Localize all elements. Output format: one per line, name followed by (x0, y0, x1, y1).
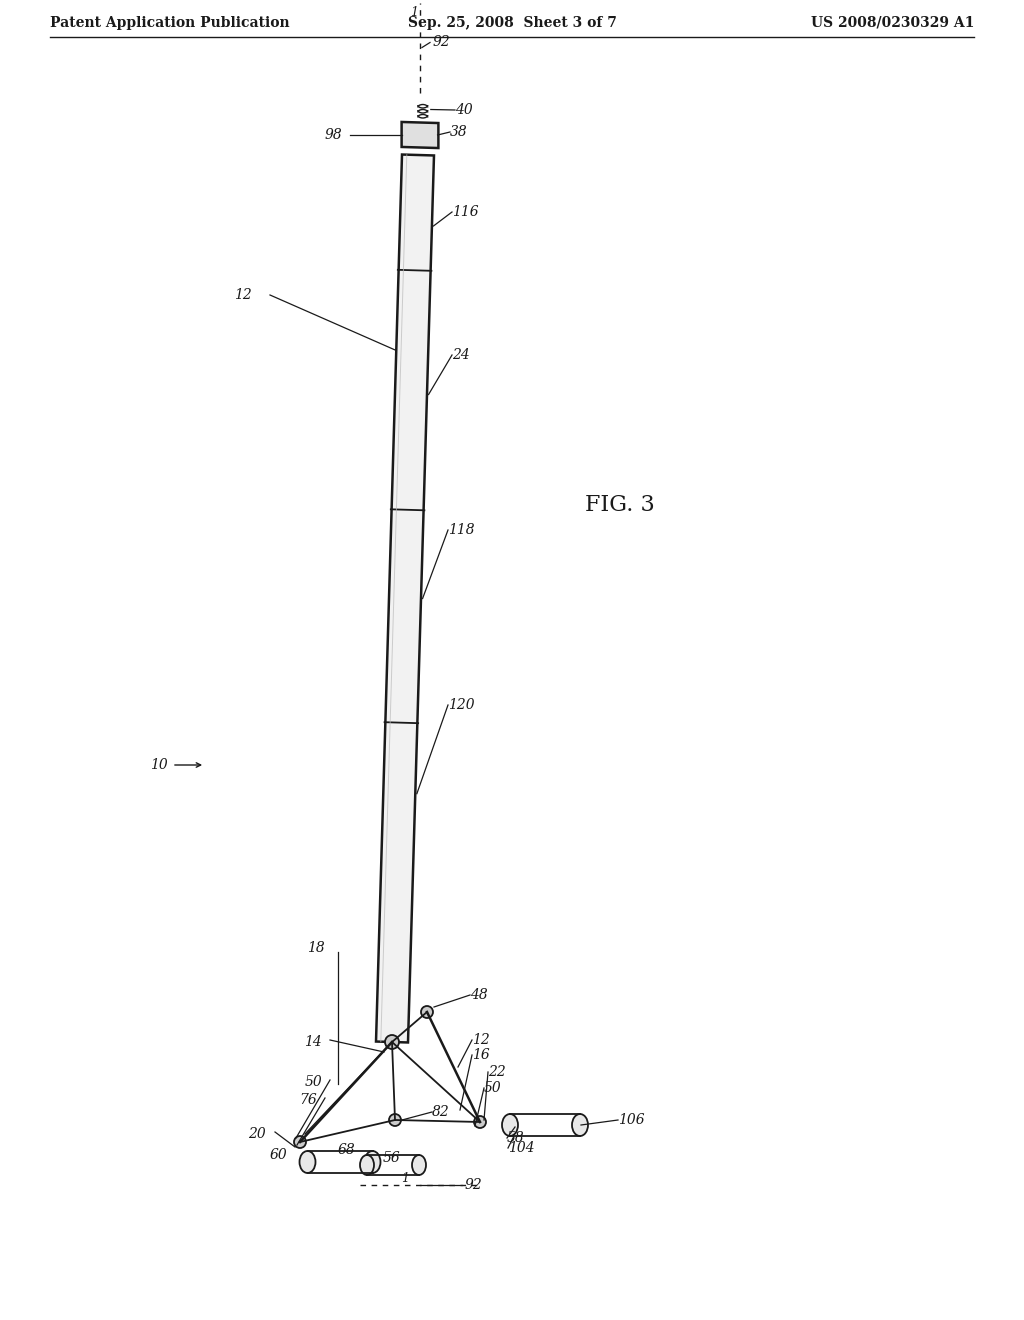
Text: 40: 40 (455, 103, 473, 117)
Ellipse shape (502, 1114, 518, 1137)
Text: 58: 58 (507, 1131, 524, 1144)
Circle shape (389, 1114, 401, 1126)
Text: 118: 118 (449, 523, 475, 537)
Polygon shape (376, 154, 434, 1043)
Circle shape (474, 1115, 486, 1129)
Text: 98: 98 (325, 128, 342, 143)
Circle shape (385, 1035, 399, 1049)
Text: 22: 22 (488, 1065, 506, 1078)
Text: 68: 68 (337, 1143, 355, 1158)
Text: Patent Application Publication: Patent Application Publication (50, 16, 290, 30)
Text: 92: 92 (465, 1177, 482, 1192)
Text: 12: 12 (234, 288, 252, 302)
Text: 12: 12 (472, 1034, 489, 1047)
Ellipse shape (299, 1151, 315, 1173)
Text: 92: 92 (433, 36, 451, 49)
Text: 20: 20 (248, 1127, 266, 1140)
Text: US 2008/0230329 A1: US 2008/0230329 A1 (811, 16, 974, 30)
Polygon shape (401, 121, 438, 148)
Text: 38: 38 (450, 125, 468, 139)
Text: FIG. 3: FIG. 3 (585, 494, 655, 516)
Text: 60: 60 (269, 1148, 287, 1162)
Text: 1: 1 (401, 1172, 409, 1185)
Text: 82: 82 (432, 1105, 450, 1119)
Ellipse shape (572, 1114, 588, 1137)
Text: 24: 24 (452, 348, 470, 362)
Text: 76: 76 (299, 1093, 317, 1107)
Text: 48: 48 (470, 987, 487, 1002)
Ellipse shape (360, 1155, 374, 1175)
Text: 104: 104 (508, 1140, 535, 1155)
Ellipse shape (365, 1151, 381, 1173)
Text: 14: 14 (304, 1035, 322, 1049)
Text: 50: 50 (484, 1081, 502, 1096)
Text: 50: 50 (304, 1074, 322, 1089)
Text: 106: 106 (618, 1113, 645, 1127)
Text: Sep. 25, 2008  Sheet 3 of 7: Sep. 25, 2008 Sheet 3 of 7 (408, 16, 616, 30)
Text: 18: 18 (307, 941, 325, 954)
Circle shape (294, 1137, 306, 1148)
Ellipse shape (412, 1155, 426, 1175)
Text: 56: 56 (383, 1151, 400, 1166)
Text: 16: 16 (472, 1048, 489, 1063)
Text: 10: 10 (151, 758, 168, 772)
Text: 1: 1 (410, 7, 418, 18)
Text: 116: 116 (452, 205, 478, 219)
Text: 120: 120 (449, 698, 475, 711)
Circle shape (421, 1006, 433, 1018)
